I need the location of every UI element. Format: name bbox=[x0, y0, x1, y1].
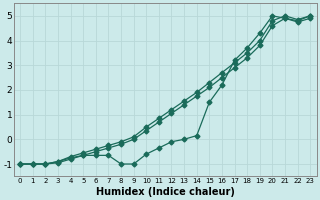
X-axis label: Humidex (Indice chaleur): Humidex (Indice chaleur) bbox=[96, 187, 235, 197]
